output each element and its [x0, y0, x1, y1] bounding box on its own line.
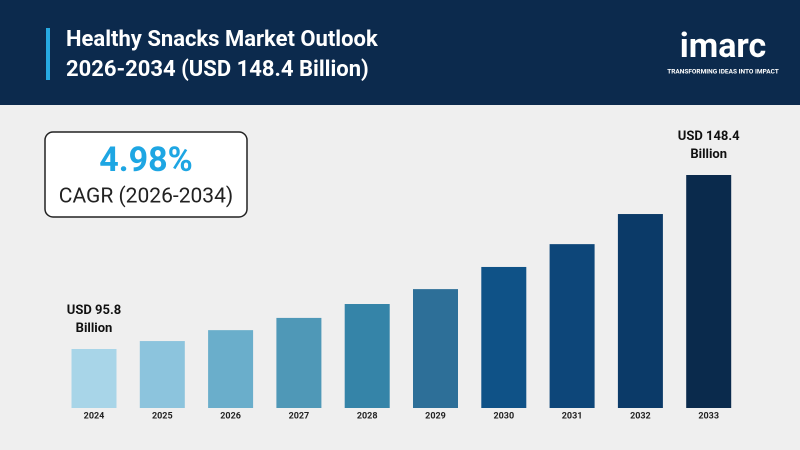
value-label: USD 95.8 Billion	[67, 303, 121, 336]
kpi-box	[44, 131, 248, 218]
kpi-label: CAGR (2026-2034)	[59, 185, 233, 209]
logo: imarc	[680, 26, 767, 66]
title-line: Healthy Snacks Market Outlook	[66, 27, 378, 52]
x-tick-label: 2024	[84, 411, 105, 421]
x-tick-label: 2025	[152, 411, 173, 421]
x-tick-label: 2031	[562, 411, 583, 421]
title-accent	[46, 28, 50, 80]
x-tick-label: 2027	[289, 411, 310, 421]
bar	[276, 317, 322, 408]
bar	[549, 244, 595, 408]
value-label: USD 148.4 Billion	[678, 129, 740, 162]
title-line: 2026-2034 (USD 148.4 Billion)	[66, 57, 369, 82]
bar	[686, 175, 732, 408]
kpi-value: 4.98%	[99, 140, 193, 180]
x-tick-label: 2033	[698, 411, 719, 421]
bar	[617, 214, 663, 408]
bar	[71, 349, 117, 408]
bar	[413, 289, 458, 408]
bar	[208, 330, 254, 408]
x-tick-label: 2029	[425, 411, 446, 421]
x-tick-label: 2026	[220, 411, 241, 421]
x-tick-label: 2028	[357, 411, 378, 421]
bar	[344, 304, 390, 408]
x-tick-label: 2032	[630, 411, 651, 421]
header-band	[0, 0, 800, 105]
bar	[481, 266, 527, 408]
x-tick-label: 2030	[493, 411, 514, 421]
logo-tagline: TRANSFORMING IDEAS INTO IMPACT	[667, 68, 779, 76]
bar	[139, 341, 185, 408]
